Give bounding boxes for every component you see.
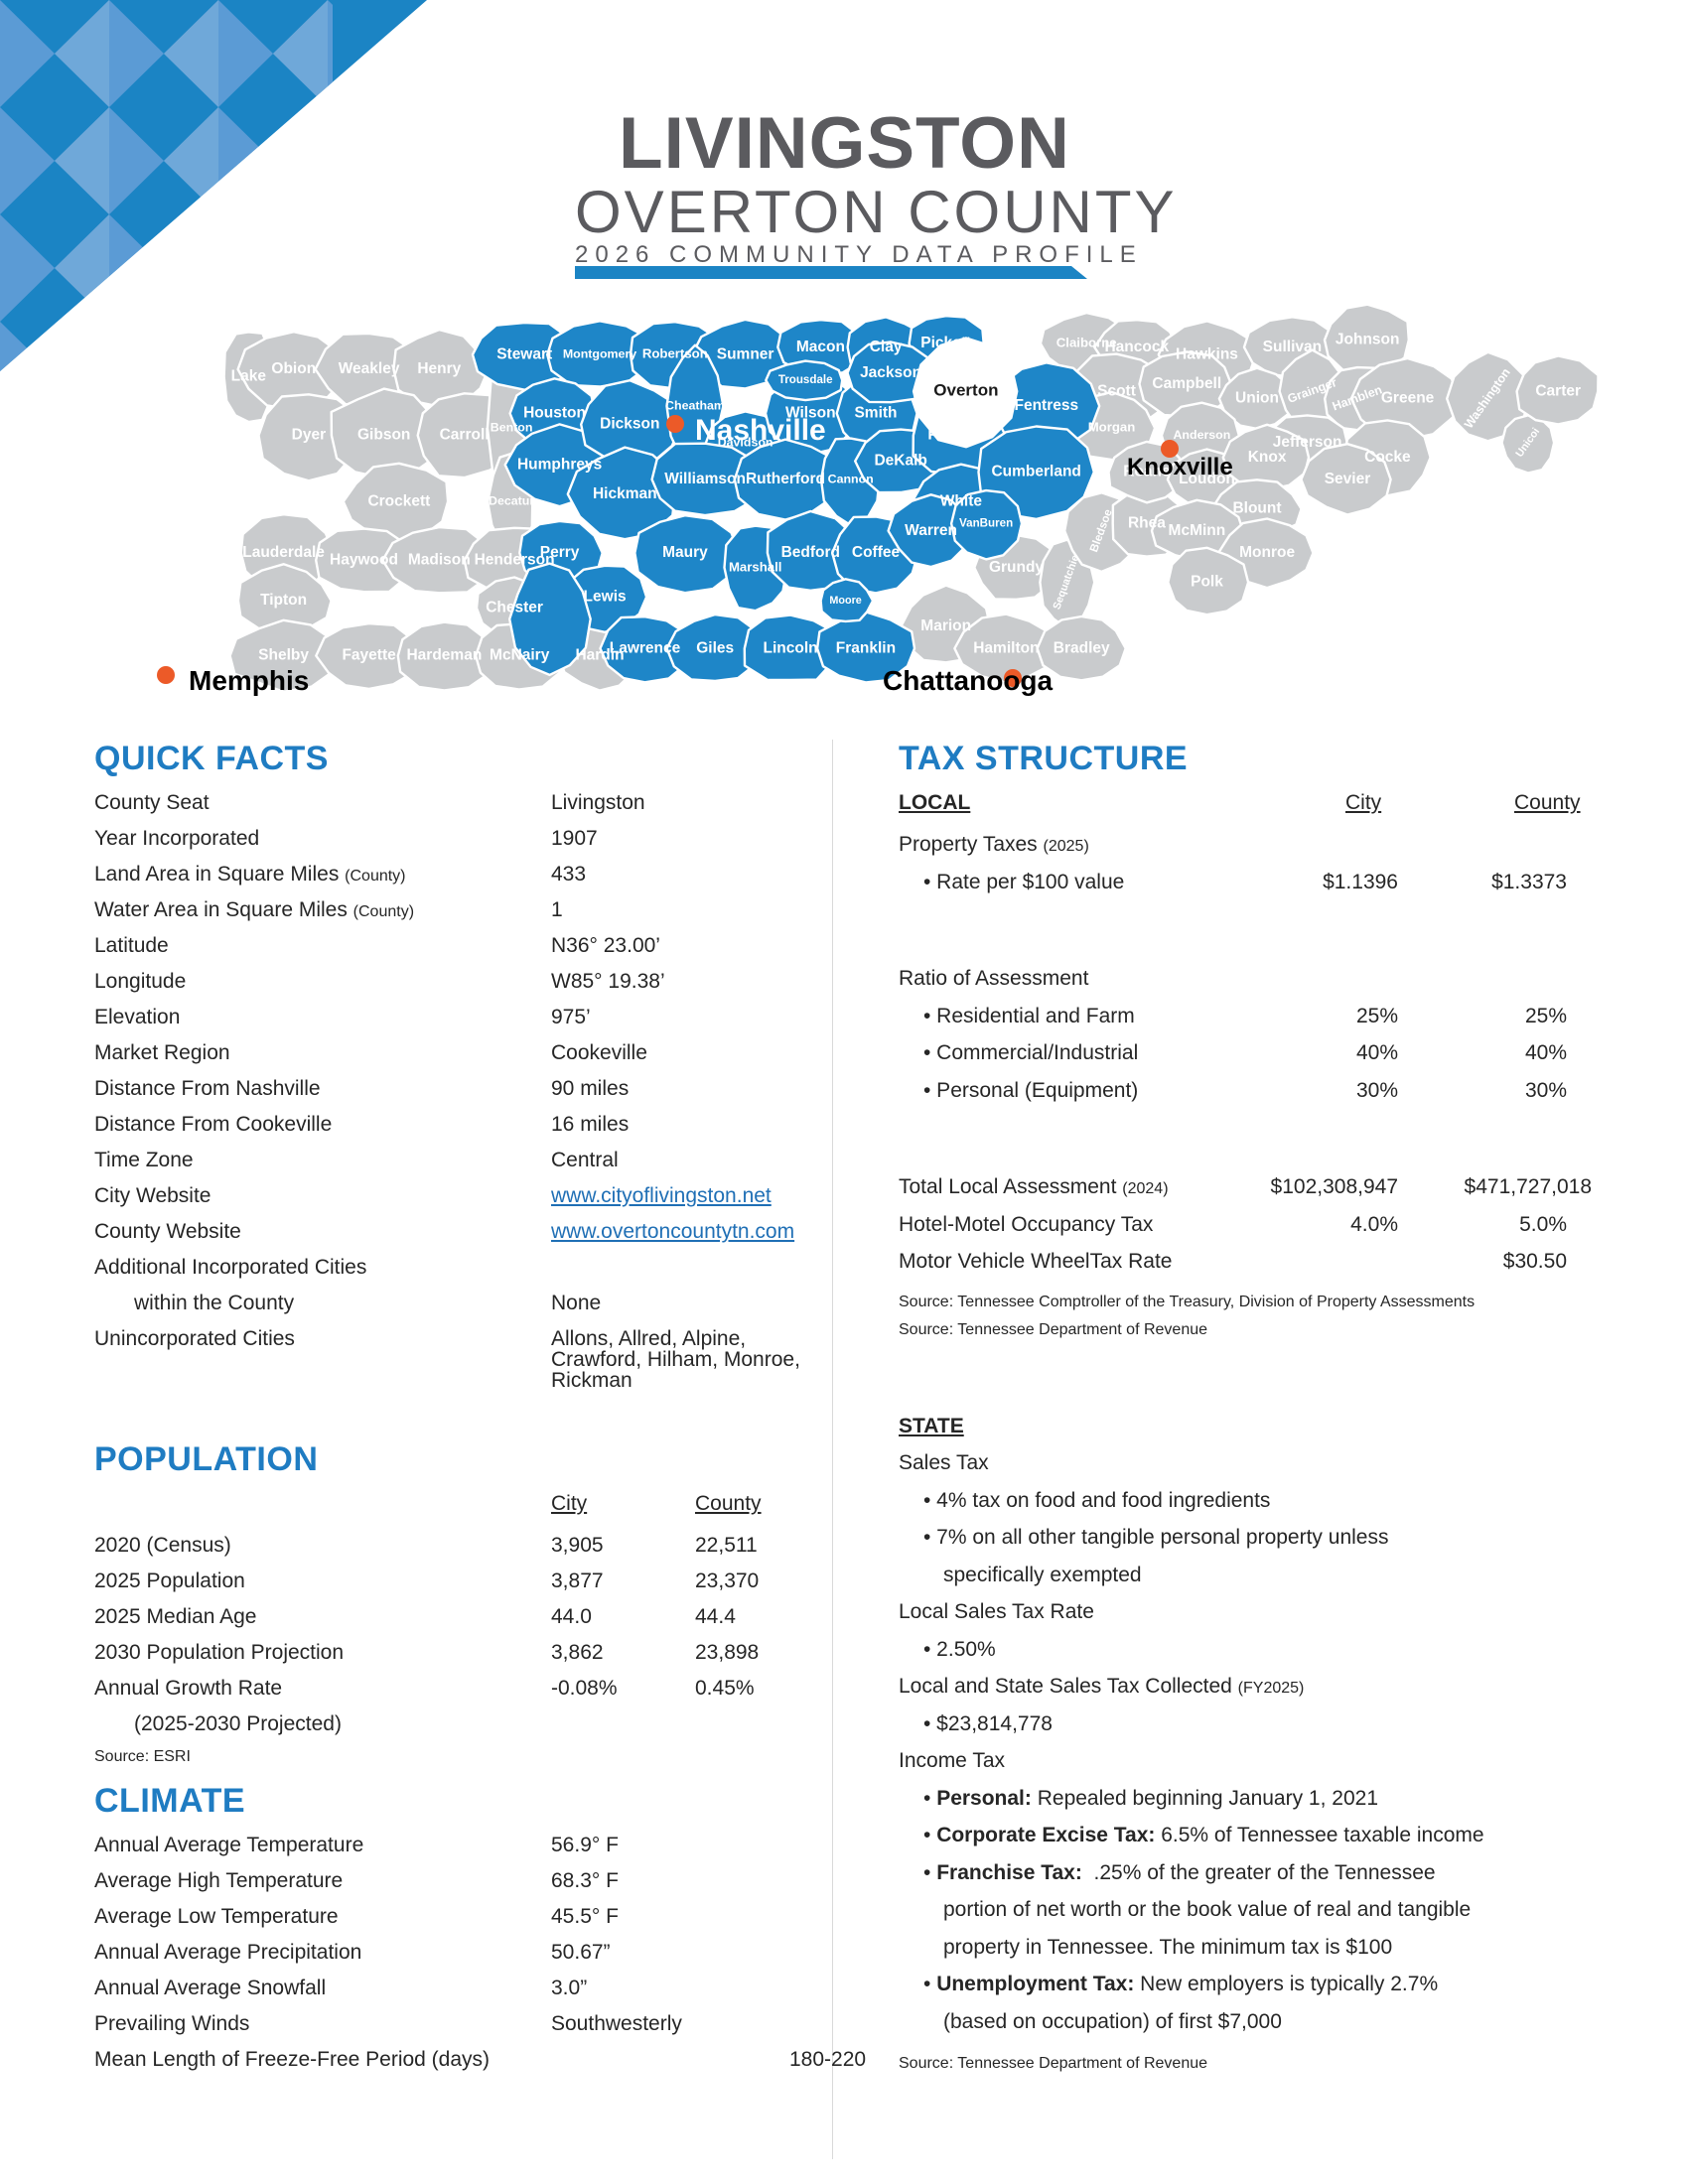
svg-text:Jackson: Jackson bbox=[860, 364, 921, 381]
svg-text:Trousdale: Trousdale bbox=[778, 373, 833, 386]
svg-text:Lincoln: Lincoln bbox=[764, 639, 818, 656]
svg-text:Henry: Henry bbox=[417, 360, 461, 377]
svg-text:Dickson: Dickson bbox=[600, 416, 659, 433]
svg-text:DeKalb: DeKalb bbox=[874, 453, 926, 470]
svg-text:Blount: Blount bbox=[1232, 500, 1281, 517]
svg-text:Cumberland: Cumberland bbox=[991, 464, 1080, 480]
svg-text:Hawkins: Hawkins bbox=[1176, 345, 1238, 362]
svg-text:Lewis: Lewis bbox=[584, 588, 627, 605]
svg-text:Chattanooga: Chattanooga bbox=[883, 665, 1054, 696]
svg-text:Cocke: Cocke bbox=[1364, 449, 1411, 466]
svg-text:Carroll: Carroll bbox=[440, 427, 490, 444]
svg-text:Hamilton: Hamilton bbox=[973, 639, 1039, 656]
svg-text:McNairy: McNairy bbox=[490, 647, 550, 664]
svg-text:Giles: Giles bbox=[696, 639, 734, 656]
svg-text:Williamson: Williamson bbox=[664, 471, 746, 487]
svg-text:Overton: Overton bbox=[933, 381, 998, 400]
svg-text:Sumner: Sumner bbox=[717, 345, 774, 362]
svg-text:Marion: Marion bbox=[920, 617, 971, 634]
svg-text:Shelby: Shelby bbox=[258, 647, 309, 664]
svg-text:Sevier: Sevier bbox=[1325, 471, 1371, 487]
svg-text:Warren: Warren bbox=[905, 522, 957, 539]
svg-text:Union: Union bbox=[1235, 390, 1279, 407]
svg-text:Nashville: Nashville bbox=[695, 414, 826, 447]
svg-text:Clay: Clay bbox=[870, 339, 903, 355]
svg-text:Bedford: Bedford bbox=[781, 544, 840, 561]
svg-text:VanBuren: VanBuren bbox=[959, 516, 1013, 529]
svg-text:Greene: Greene bbox=[1381, 390, 1435, 407]
svg-text:Montgomery: Montgomery bbox=[563, 346, 636, 360]
svg-text:Cannon: Cannon bbox=[828, 472, 874, 485]
svg-text:Campbell: Campbell bbox=[1152, 375, 1221, 392]
svg-text:Weakley: Weakley bbox=[339, 360, 400, 377]
svg-text:Knoxville: Knoxville bbox=[1127, 454, 1233, 480]
svg-text:Hancock: Hancock bbox=[1104, 339, 1169, 355]
svg-text:Putnam: Putnam bbox=[927, 427, 984, 444]
svg-text:Sullivan: Sullivan bbox=[1263, 339, 1322, 355]
svg-text:Polk: Polk bbox=[1191, 574, 1223, 591]
svg-text:Tipton: Tipton bbox=[260, 592, 307, 609]
svg-text:Humphreys: Humphreys bbox=[517, 456, 602, 473]
svg-text:Lauderdale: Lauderdale bbox=[242, 544, 325, 561]
svg-text:Crockett: Crockett bbox=[367, 492, 430, 509]
svg-text:Dyer: Dyer bbox=[292, 427, 326, 444]
svg-text:Lake: Lake bbox=[231, 367, 267, 384]
svg-text:Perry: Perry bbox=[540, 544, 580, 561]
svg-text:Franklin: Franklin bbox=[836, 639, 896, 656]
svg-text:Grundy: Grundy bbox=[989, 559, 1044, 576]
svg-text:Memphis: Memphis bbox=[189, 665, 309, 696]
svg-text:Hickman: Hickman bbox=[593, 485, 657, 502]
svg-text:Hardeman: Hardeman bbox=[406, 647, 482, 664]
svg-text:Morgan: Morgan bbox=[1088, 420, 1136, 435]
svg-text:Obion: Obion bbox=[271, 360, 316, 377]
svg-text:Gibson: Gibson bbox=[357, 427, 410, 444]
svg-text:Coffee: Coffee bbox=[852, 544, 901, 561]
svg-text:Rutherford: Rutherford bbox=[746, 471, 825, 487]
svg-text:Chester: Chester bbox=[486, 600, 543, 616]
svg-text:Robertson: Robertson bbox=[642, 346, 708, 361]
svg-text:Pickett: Pickett bbox=[920, 335, 971, 351]
svg-text:Haywood: Haywood bbox=[330, 551, 398, 568]
svg-text:Rhea: Rhea bbox=[1128, 514, 1166, 531]
svg-text:Maury: Maury bbox=[662, 544, 708, 561]
svg-text:Houston: Houston bbox=[523, 404, 586, 421]
svg-text:Fentress: Fentress bbox=[1014, 397, 1078, 414]
svg-text:Lawrence: Lawrence bbox=[610, 639, 681, 656]
svg-text:Decatur: Decatur bbox=[489, 493, 534, 507]
svg-text:Moore: Moore bbox=[829, 595, 861, 607]
svg-text:Smith: Smith bbox=[854, 404, 897, 421]
svg-text:Bradley: Bradley bbox=[1054, 639, 1110, 656]
svg-text:Fayette: Fayette bbox=[342, 647, 396, 664]
svg-text:Johnson: Johnson bbox=[1336, 331, 1400, 347]
svg-text:Knox: Knox bbox=[1248, 449, 1287, 466]
svg-text:Macon: Macon bbox=[796, 339, 845, 355]
svg-text:White: White bbox=[940, 492, 983, 509]
svg-text:McMinn: McMinn bbox=[1169, 522, 1226, 539]
svg-text:Madison: Madison bbox=[408, 551, 471, 568]
svg-text:Stewart: Stewart bbox=[496, 345, 552, 362]
svg-text:Scott: Scott bbox=[1097, 382, 1136, 399]
svg-text:Carter: Carter bbox=[1535, 382, 1581, 399]
svg-text:Cheatham: Cheatham bbox=[665, 398, 725, 412]
svg-text:Benton: Benton bbox=[491, 420, 533, 434]
svg-text:Monroe: Monroe bbox=[1239, 544, 1295, 561]
svg-text:Anderson: Anderson bbox=[1173, 428, 1230, 442]
svg-text:Marshall: Marshall bbox=[729, 559, 782, 574]
